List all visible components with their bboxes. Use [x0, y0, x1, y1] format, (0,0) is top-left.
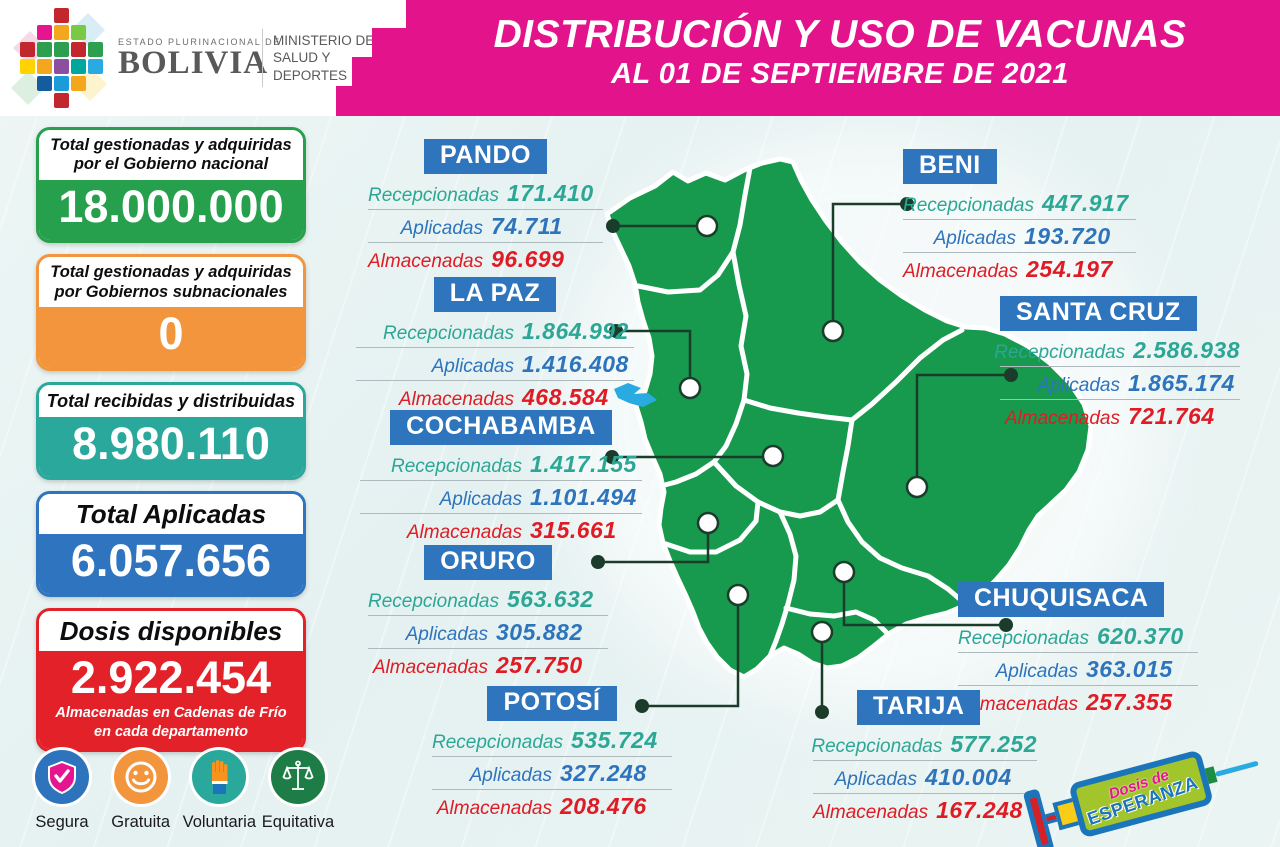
marker-pando [695, 214, 719, 238]
raised-hand-icon [192, 750, 247, 804]
marker-potosi [726, 583, 750, 607]
dept-block-cochabamba: COCHABAMBA Recepcionadas 1.417.155 Aplica… [360, 410, 642, 546]
connector-beni [831, 202, 907, 331]
main-title: DISTRIBUCIÓN Y USO DE VACUNAS [493, 13, 1187, 56]
marker-cochabamba [761, 444, 785, 468]
page-title: DISTRIBUCIÓN Y USO DE VACUNAS AL 01 DE S… [400, 13, 1280, 91]
principle-voluntaria: Voluntaria [181, 750, 257, 832]
dept-name: ORURO [424, 545, 552, 580]
marker-oruro [696, 511, 720, 535]
vaccine-principles: Segura Gratuita Voluntaria Equitativa [24, 750, 336, 832]
dept-name: TARIJA [857, 690, 981, 725]
dept-name: LA PAZ [433, 277, 557, 312]
dept-block-pando: PANDO Recepcionadas 171.410 Aplicadas 74.7… [368, 139, 603, 275]
card-national-total: Total gestionadas y adquiridas por el Go… [36, 127, 306, 244]
dept-block-santacruz: SANTA CRUZ Recepcionadas 2.586.938 Aplica… [994, 296, 1240, 429]
shield-check-icon [35, 750, 89, 804]
dept-block-oruro: ORURO Recepcionadas 563.632 Aplicadas 305.… [368, 545, 608, 681]
dept-name: CHUQUISACA [958, 582, 1165, 617]
marker-tarija [810, 620, 834, 644]
dosis-esperanza-badge: Dosis de ESPERANZA [1022, 732, 1267, 847]
syringe-body-icon: Dosis de ESPERANZA [1068, 749, 1215, 839]
dept-name: COCHABAMBA [390, 410, 612, 445]
marker-beni [821, 319, 845, 343]
dept-block-chuquisaca: CHUQUISACA Recepcionadas 620.370 Aplicada… [958, 582, 1198, 718]
bolivia-coat-logo-icon [11, 6, 112, 110]
dept-name: PANDO [424, 139, 547, 174]
national-total-value: 18.000.000 [58, 180, 284, 232]
card-received-distributed: Total recibidas y distribuidas 8.980.110 [36, 381, 306, 481]
marker-chuquisaca [832, 560, 856, 584]
dept-name: SANTA CRUZ [1000, 296, 1197, 331]
total-applied-value: 6.057.656 [70, 534, 272, 586]
estado-text: ESTADO PLURINACIONAL DE [118, 36, 281, 47]
header-divider [262, 29, 263, 87]
principle-gratuita: Gratuita [103, 750, 179, 832]
marker-lapaz [678, 376, 702, 400]
bolivia-wordmark: ESTADO PLURINACIONAL DE BOLIVIA [118, 36, 281, 81]
dept-block-tarija: TARIJA Recepcionadas 577.252 Aplicadas 410… [811, 690, 1037, 823]
connector-santacruz [915, 373, 1011, 487]
principle-equitativa: Equitativa [260, 750, 336, 832]
ministry-name: MINISTERIO DE SALUD Y DEPORTES [273, 32, 375, 83]
syringe-needle-icon [1214, 760, 1259, 777]
subnational-total-value: 0 [158, 308, 184, 360]
subtitle-date: AL 01 DE SEPTIEMBRE DE 2021 [611, 57, 1069, 90]
dept-name: BENI [903, 149, 997, 184]
balance-scale-icon [270, 750, 325, 804]
received-distributed-value: 8.980.110 [72, 417, 270, 469]
principle-segura: Segura [24, 750, 100, 832]
smiley-icon [113, 750, 168, 804]
dept-block-potosi: POTOSÍ Recepcionadas 535.724 Aplicadas 327… [432, 686, 672, 822]
available-doses-value: 2.922.454 [70, 652, 272, 704]
marker-santacruz [905, 475, 929, 499]
map-markers [678, 214, 929, 644]
card-total-applied: Total Aplicadas 6.057.656 [36, 491, 306, 598]
card-subnational-total: Total gestionadas y adquiridas por Gobie… [36, 254, 306, 371]
dept-block-lapaz: LA PAZ Recepcionadas 1.864.992 Aplicadas 1… [356, 277, 634, 413]
dept-name: POTOSÍ [487, 686, 617, 721]
summary-cards: Total gestionadas y adquiridas por el Go… [36, 127, 306, 752]
bolivia-text: BOLIVIA [118, 44, 269, 81]
card-available-doses: Dosis disponibles 2.922.454 Almacenadas … [36, 608, 306, 752]
dept-block-beni: BENI Recepcionadas 447.917 Aplicadas 193.7… [903, 149, 1136, 285]
